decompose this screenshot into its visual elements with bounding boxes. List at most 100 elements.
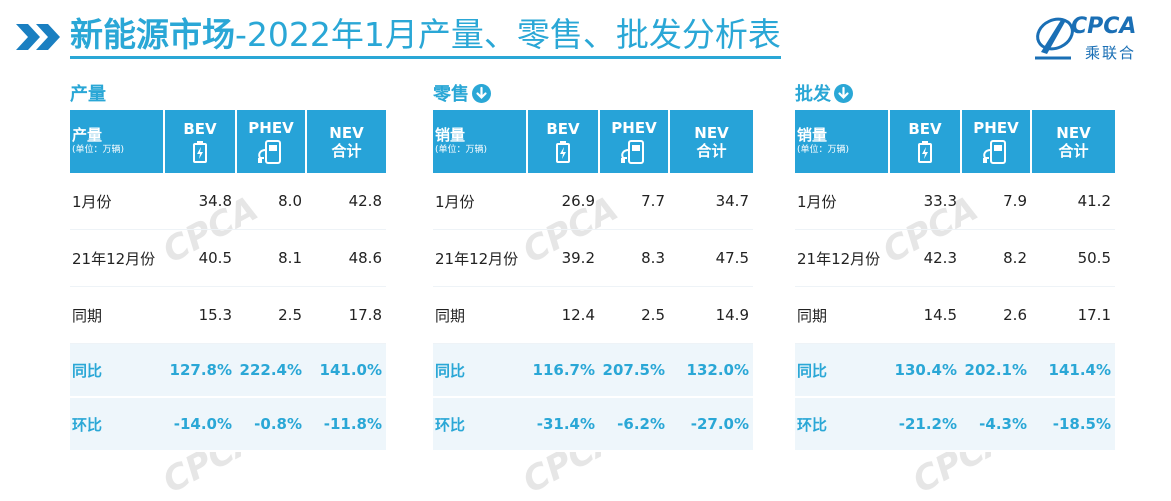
table-row: 环比 -31.4% -6.2% -27.0%	[433, 397, 753, 452]
cell-nev: 42.8	[306, 173, 386, 230]
cell-phev: 7.7	[599, 173, 669, 230]
row-label: 1月份	[70, 173, 164, 230]
cpca-emblem-icon	[1035, 17, 1074, 60]
cell-phev: 8.0	[236, 173, 306, 230]
cell-phev: 7.9	[961, 173, 1031, 230]
cell-bev: 130.4%	[889, 343, 961, 398]
table-row: 同比 116.7% 207.5% 132.0%	[433, 343, 753, 398]
cell-nev: 34.7	[669, 173, 753, 230]
table-header: 产量 (单位：万辆) BEV PHEV NEV 合计	[70, 110, 386, 173]
arrow-down-circle-icon	[834, 83, 853, 103]
cell-bev: 33.3	[889, 173, 961, 230]
section-title: 批发	[795, 80, 1115, 106]
cell-nev: 132.0%	[669, 343, 753, 398]
table-row: 1月份 33.3 7.9 41.2	[795, 173, 1115, 230]
cell-phev: 8.2	[961, 229, 1031, 287]
row-label: 同比	[70, 343, 164, 398]
header-label: 销量 (单位：万辆)	[795, 110, 890, 173]
cell-nev: 50.5	[1031, 229, 1115, 287]
wholesale-rows: 1月份 33.3 7.9 41.2 21年12月份 42.3 8.2 50.5 同期 14.5 2.…	[795, 173, 1115, 452]
section-title-text: 产量	[70, 84, 106, 105]
section-title: 零售	[433, 80, 753, 106]
cell-nev: -11.8%	[306, 397, 386, 452]
header-phev: PHEV	[961, 110, 1032, 173]
cell-bev: 39.2	[527, 229, 599, 287]
page-title-bold: 新能源市场	[70, 15, 235, 54]
table-row: 同期 15.3 2.5 17.8	[70, 286, 386, 344]
logo-cn-text: 乘联合	[1085, 44, 1137, 62]
row-label: 21年12月份	[795, 229, 889, 287]
section-title-text: 零售	[433, 84, 469, 105]
production-rows: 1月份 34.8 8.0 42.8 21年12月份 40.5 8.1 48.6 同期 15.3 2.…	[70, 173, 386, 452]
header-phev: PHEV	[236, 110, 307, 173]
cell-nev: 14.9	[669, 286, 753, 344]
table-row: 1月份 26.9 7.7 34.7	[433, 173, 753, 230]
charging-station-icon	[962, 140, 1030, 164]
cell-bev: -14.0%	[164, 397, 236, 452]
header-nev: NEV 合计	[1031, 110, 1115, 173]
header-bev: BEV	[527, 110, 600, 173]
header-phev: PHEV	[599, 110, 670, 173]
section-title: 产量	[70, 80, 386, 106]
header-bev: BEV	[164, 110, 237, 173]
cell-bev: 12.4	[527, 286, 599, 344]
header-bev: BEV	[889, 110, 962, 173]
table-row: 21年12月份 42.3 8.2 50.5	[795, 229, 1115, 287]
section-retail: 零售 销量 (单位：万辆) BEV PHEV NEV 合计 1月份 26.9 7.7 34…	[433, 80, 753, 452]
cell-bev: 42.3	[889, 229, 961, 287]
cell-phev: -4.3%	[961, 397, 1031, 452]
row-label: 环比	[70, 397, 164, 452]
cell-nev: 141.4%	[1031, 343, 1115, 398]
section-title-text: 批发	[795, 84, 831, 105]
cell-nev: 48.6	[306, 229, 386, 287]
table-row: 环比 -21.2% -4.3% -18.5%	[795, 397, 1115, 452]
cell-phev: 202.1%	[961, 343, 1031, 398]
cell-phev: 2.5	[236, 286, 306, 344]
cell-phev: 8.3	[599, 229, 669, 287]
row-label: 环比	[795, 397, 889, 452]
page-title-rest: -2022年1月产量、零售、批发分析表	[235, 15, 781, 54]
cell-nev: 41.2	[1031, 173, 1115, 230]
wholesale-table: 销量 (单位：万辆) BEV PHEV NEV 合计 1月份 33.3 7.9 41.2 2…	[795, 110, 1115, 452]
row-label: 同比	[433, 343, 527, 398]
header-label: 销量 (单位：万辆)	[433, 110, 528, 173]
cell-nev: -18.5%	[1031, 397, 1115, 452]
cell-bev: 26.9	[527, 173, 599, 230]
table-header: 销量 (单位：万辆) BEV PHEV NEV 合计	[433, 110, 753, 173]
cell-phev: -0.8%	[236, 397, 306, 452]
cell-bev: 34.8	[164, 173, 236, 230]
header-nev: NEV 合计	[669, 110, 753, 173]
table-row: 同期 14.5 2.6 17.1	[795, 286, 1115, 344]
header-label: 产量 (单位：万辆)	[70, 110, 165, 173]
cell-phev: -6.2%	[599, 397, 669, 452]
retail-table: 销量 (单位：万辆) BEV PHEV NEV 合计 1月份 26.9 7.7 34.7 2…	[433, 110, 753, 452]
logo-text: CPCA	[1071, 14, 1137, 39]
row-label: 同比	[795, 343, 889, 398]
row-label: 环比	[433, 397, 527, 452]
battery-icon	[165, 141, 235, 163]
header-nev: NEV 合计	[306, 110, 386, 173]
battery-icon	[890, 141, 960, 163]
row-label: 1月份	[795, 173, 889, 230]
double-chevron-right-icon	[14, 22, 64, 52]
row-label: 21年12月份	[70, 229, 164, 287]
table-row: 21年12月份 39.2 8.3 47.5	[433, 229, 753, 287]
cell-phev: 222.4%	[236, 343, 306, 398]
charging-station-icon	[237, 140, 305, 164]
arrow-down-circle-icon	[472, 83, 491, 103]
row-label: 1月份	[433, 173, 527, 230]
row-label: 同期	[433, 286, 527, 344]
cell-bev: 116.7%	[527, 343, 599, 398]
table-row: 同期 12.4 2.5 14.9	[433, 286, 753, 344]
table-row: 1月份 34.8 8.0 42.8	[70, 173, 386, 230]
row-label: 同期	[70, 286, 164, 344]
cell-bev: -21.2%	[889, 397, 961, 452]
table-row: 21年12月份 40.5 8.1 48.6	[70, 229, 386, 287]
cell-nev: -27.0%	[669, 397, 753, 452]
row-label: 同期	[795, 286, 889, 344]
cell-bev: 15.3	[164, 286, 236, 344]
cell-nev: 17.1	[1031, 286, 1115, 344]
charging-station-icon	[600, 140, 668, 164]
production-table: 产量 (单位：万辆) BEV PHEV NEV 合计 1月份 34.8 8.0 42.8 2…	[70, 110, 386, 452]
table-row: 同比 127.8% 222.4% 141.0%	[70, 343, 386, 398]
